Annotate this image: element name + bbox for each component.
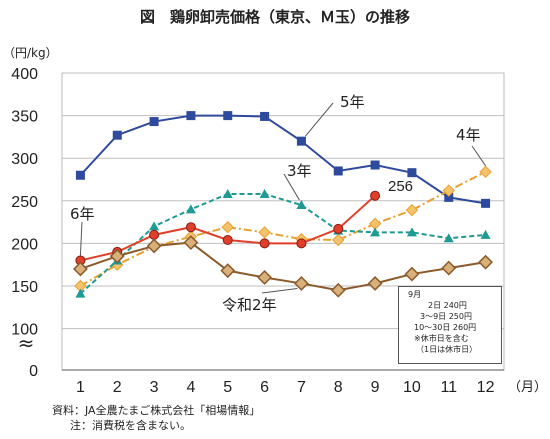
chart-title: 図 鶏卵卸売価格（東京、Ｍ玉）の推移: [139, 8, 410, 26]
data-point: [109, 248, 125, 264]
data-point: [405, 203, 419, 217]
data-point: [442, 184, 455, 197]
data-point: [257, 270, 273, 285]
series-line: [80, 241, 486, 292]
data-point: [441, 260, 457, 276]
series-label-leader: [305, 102, 334, 137]
last-value-label: 256: [388, 178, 413, 195]
september-price-note: 9月 2日 240円 3～9日 250円 10～30日 260円 ※休市日を含む…: [398, 286, 502, 364]
series-label: 4年: [456, 126, 481, 144]
y-tick-label: 200: [11, 236, 38, 253]
data-point: [330, 282, 346, 298]
note-line-2nd: 2日 240円: [428, 301, 467, 310]
data-point: [258, 226, 271, 239]
data-point: [296, 136, 306, 146]
series-label-leader: [471, 145, 486, 167]
data-point: [149, 221, 160, 231]
data-point: [404, 266, 420, 282]
x-tick-label: 3: [150, 379, 159, 396]
data-point: [481, 198, 491, 208]
note-line-holiday: ※休市日を含む: [414, 334, 469, 343]
y-tick-label: 250: [11, 194, 38, 211]
x-tick-label: 4: [186, 379, 195, 396]
series-line: [79, 114, 486, 205]
data-point: [223, 111, 233, 121]
data-point: [332, 233, 345, 247]
x-tick-label: 6: [260, 379, 269, 396]
data-point: [333, 166, 343, 176]
x-tick-label: 1: [76, 379, 85, 396]
data-point: [333, 223, 344, 234]
data-point: [259, 188, 270, 198]
series-label: 令和2年: [222, 296, 277, 314]
data-point: [149, 117, 159, 127]
y-tick-label: 0: [29, 363, 38, 380]
x-axis-unit: （月）: [508, 380, 548, 395]
data-point: [370, 227, 381, 237]
data-point: [259, 238, 270, 249]
x-tick-label: 10: [403, 379, 421, 396]
data-point: [478, 254, 494, 270]
series-label: 5年: [340, 93, 365, 111]
x-tick-label: 5: [223, 379, 232, 396]
data-point: [75, 288, 86, 298]
data-point: [367, 276, 383, 291]
series-line: [79, 170, 487, 287]
axis-break-symbol: ≈: [18, 331, 35, 355]
data-point: [112, 130, 122, 140]
data-point: [443, 233, 454, 243]
data-point: [260, 111, 270, 121]
data-point: [186, 111, 196, 121]
x-tick-label: 12: [477, 379, 495, 396]
data-point: [185, 204, 196, 214]
data-point: [293, 276, 309, 291]
data-point: [407, 168, 417, 178]
data-point: [220, 263, 236, 279]
note-line-month: 9月: [408, 290, 422, 299]
note-line-first-day: （1日は休市日）: [416, 345, 478, 354]
data-point: [183, 235, 199, 250]
data-point: [221, 221, 234, 234]
data-point: [222, 234, 233, 245]
data-point: [479, 165, 492, 179]
data-point: [222, 188, 233, 198]
x-tick-label: 9: [371, 379, 380, 396]
data-point: [185, 222, 196, 233]
series-line: [79, 192, 486, 295]
x-tick-label: 2: [113, 379, 122, 396]
data-point: [296, 200, 307, 210]
series-label-leader: [283, 173, 300, 201]
y-tick-label: 100: [11, 322, 38, 339]
source-note: 資料：JA全農たまご株式会社「相場情報」 注：消費税を含まない。: [52, 403, 260, 433]
data-point: [370, 160, 380, 170]
x-tick-label: 11: [440, 379, 457, 396]
data-point: [370, 190, 381, 201]
data-point: [480, 229, 491, 239]
y-axis-unit: （円/kg）: [3, 46, 58, 60]
x-tick-label: 8: [334, 379, 343, 396]
note-line-10-30: 10～30日 260円: [414, 323, 477, 332]
y-tick-label: 150: [11, 279, 38, 296]
data-point: [296, 238, 307, 249]
y-tick-label: 350: [11, 109, 38, 126]
y-tick-label: 400: [11, 66, 38, 83]
data-point: [72, 261, 88, 277]
x-tick-label: 7: [297, 379, 306, 396]
series-label: 6年: [70, 205, 95, 223]
series-label-leader: [261, 287, 298, 294]
source-line: 資料：JA全農たまご株式会社「相場情報」: [52, 404, 261, 417]
note-line-3-9: 3～9日 250円: [420, 312, 472, 321]
series-label-leader: [79, 221, 83, 256]
data-point: [444, 192, 454, 202]
tax-note-line: 注：消費税を含まない。: [70, 419, 191, 432]
data-point: [406, 227, 417, 237]
y-tick-label: 300: [11, 151, 38, 168]
data-point: [75, 170, 85, 180]
data-point: [149, 229, 160, 240]
data-point: [146, 238, 162, 254]
series-label: 3年: [287, 162, 312, 180]
